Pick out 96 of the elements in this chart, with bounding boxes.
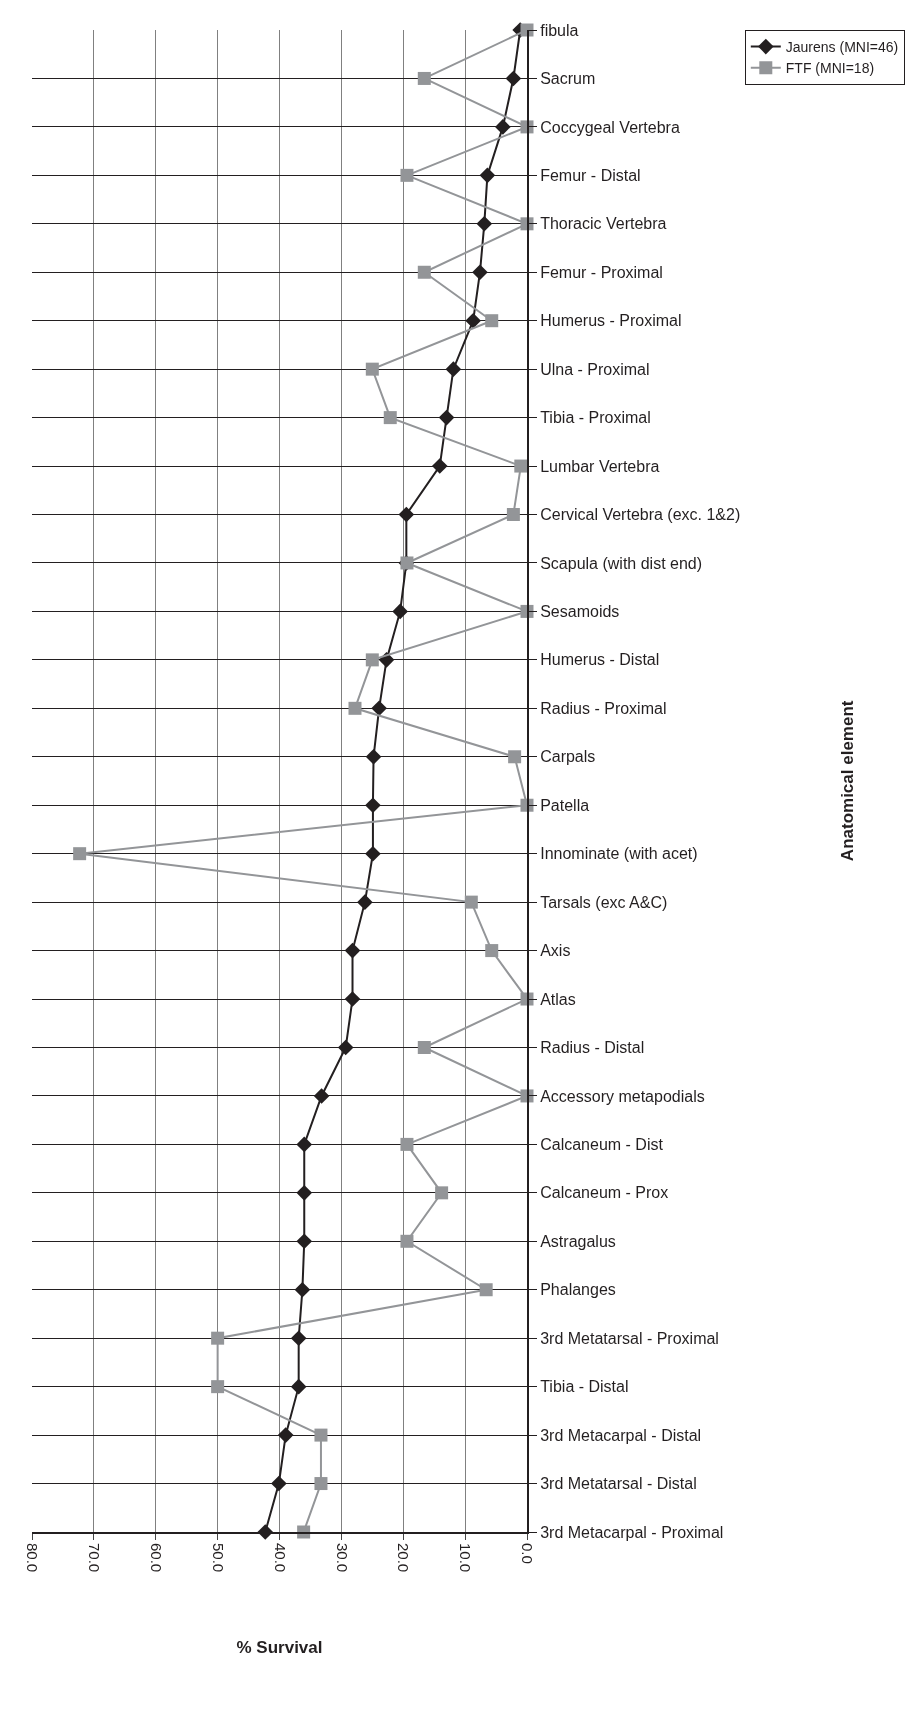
x-tick-label: 0.0: [519, 1543, 537, 1564]
point: [277, 1427, 294, 1443]
point: [417, 1040, 431, 1054]
y-tick-label: Lumbar Vertebra: [540, 457, 660, 475]
point: [313, 1088, 330, 1104]
y-tick-label: Radius - Proximal: [540, 699, 667, 717]
x-tick-label: 40.0: [271, 1543, 289, 1573]
point: [472, 264, 488, 281]
y-tick-label: Phalanges: [540, 1281, 616, 1299]
point: [392, 603, 408, 620]
point: [400, 1234, 414, 1248]
point: [445, 361, 462, 377]
x-tick-label: 70.0: [86, 1543, 103, 1573]
y-tick-label: Tibia - Proximal: [540, 409, 651, 427]
point: [479, 1283, 493, 1297]
y-tick-label: Thoracic Vertebra: [540, 215, 667, 233]
point: [417, 71, 431, 85]
point: [73, 847, 87, 861]
y-tick-label: Atlas: [540, 990, 576, 1008]
point: [435, 1186, 449, 1200]
y-tick-label: Femur - Distal: [540, 166, 641, 184]
point: [290, 1378, 307, 1395]
point: [400, 1137, 414, 1151]
point: [296, 1233, 313, 1250]
y-tick-label: Femur - Proximal: [540, 263, 663, 281]
point: [296, 1136, 313, 1153]
point: [365, 362, 379, 376]
point: [398, 506, 415, 523]
point: [337, 1039, 354, 1056]
y-tick-label: Coccygeal Vertebra: [540, 118, 680, 136]
y-tick-label: Patella: [540, 796, 590, 814]
point: [400, 168, 414, 182]
y-tick-label: Cervical Vertebra (exc. 1&2): [540, 506, 741, 524]
point: [438, 409, 455, 426]
point: [476, 216, 493, 232]
point: [294, 1281, 311, 1298]
y-tick-label: 3rd Metatarsal - Proximal: [540, 1329, 719, 1347]
point: [344, 991, 361, 1007]
point: [296, 1185, 313, 1201]
y-tick-label: Sacrum: [540, 70, 596, 88]
point: [211, 1331, 225, 1345]
y-tick-label: Carpals: [540, 748, 596, 766]
y-tick-label: Humerus - Distal: [540, 651, 660, 669]
x-tick-label: 50.0: [209, 1543, 227, 1573]
point: [290, 1330, 307, 1346]
y-tick-label: Ulna - Proximal: [540, 360, 650, 378]
point: [348, 701, 362, 715]
x-tick-label: 30.0: [333, 1543, 351, 1573]
y-tick-label: Sesamoids: [540, 603, 620, 621]
x-tick-label: 10.0: [457, 1543, 475, 1573]
point: [465, 312, 481, 329]
point: [383, 411, 397, 425]
point: [506, 508, 520, 522]
point: [485, 944, 499, 958]
point: [495, 119, 511, 135]
point: [485, 314, 499, 328]
point: [314, 1477, 328, 1491]
y-tick-label: 3rd Metacarpal - Distal: [540, 1426, 702, 1444]
point: [365, 797, 381, 814]
y-tick-label: 3rd Metatarsal - Distal: [540, 1475, 697, 1493]
y-tick-label: Tarsals (exc A&C): [540, 893, 668, 911]
point: [417, 265, 431, 279]
point: [271, 1475, 287, 1492]
y-tick-label: Scapula (with dist end): [540, 554, 703, 572]
y-tick-label: Calcaneum - Dist: [540, 1135, 664, 1153]
point: [505, 70, 522, 87]
y-tick-label: 3rd Metacarpal - Proximal: [540, 1523, 724, 1541]
y-tick-label: Calcaneum - Prox: [540, 1184, 669, 1202]
y-tick-label: Tibia - Distal: [540, 1378, 629, 1396]
point: [314, 1428, 328, 1442]
y-tick-label: fibula: [540, 21, 579, 39]
y-tick-label: Innominate (with acet): [540, 845, 698, 863]
legend-label: FTF (MNI=18): [785, 60, 875, 77]
point: [479, 167, 496, 184]
y-tick-label: Radius - Distal: [540, 1039, 645, 1057]
point: [365, 845, 381, 862]
legend-label: Jaurens (MNI=46): [785, 39, 899, 56]
point: [371, 700, 387, 717]
point: [431, 458, 448, 474]
x-axis-title: % Survival: [236, 1638, 323, 1658]
point: [508, 750, 522, 764]
point: [365, 748, 382, 765]
y-tick-label: Humerus - Proximal: [540, 312, 682, 330]
x-tick-label: 20.0: [395, 1543, 413, 1573]
text: Anatomical element: [838, 700, 858, 862]
point: [211, 1380, 225, 1394]
x-tick-label: 80.0: [24, 1543, 42, 1573]
y-tick-label: Astragalus: [540, 1232, 616, 1250]
point: [344, 942, 361, 959]
point: [514, 459, 528, 473]
y-tick-label: Accessory metapodials: [540, 1087, 705, 1105]
y-tick-label: Axis: [540, 942, 571, 960]
point: [365, 653, 379, 667]
x-tick-label: 60.0: [147, 1543, 165, 1573]
point: [464, 895, 478, 909]
point: [357, 894, 373, 910]
